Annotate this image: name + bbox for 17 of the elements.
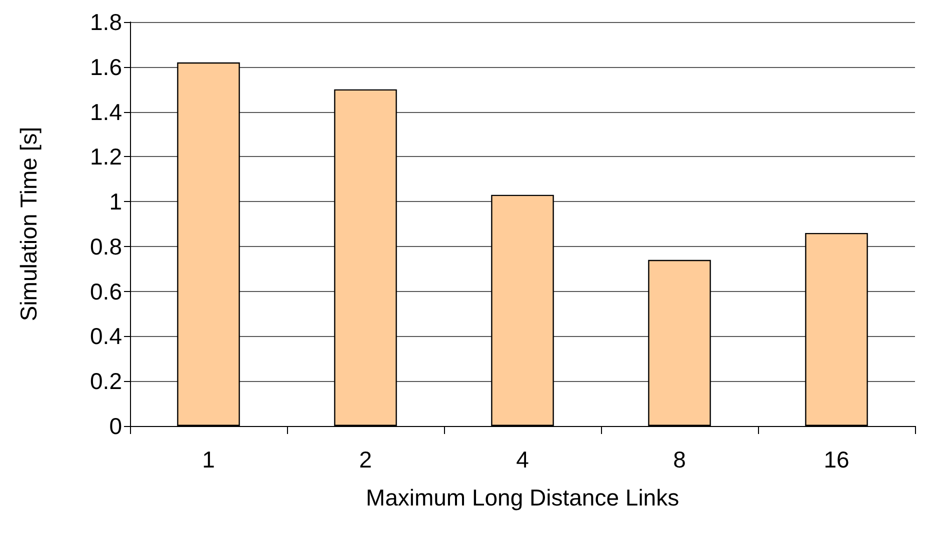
y-tick-label: 1.6 [90, 54, 122, 80]
x-tick-label: 2 [359, 446, 372, 472]
x-tick-label: 1 [202, 446, 215, 472]
y-tick-label: 0.6 [90, 278, 122, 304]
y-tick-label: 1.8 [90, 9, 122, 35]
y-tick-label: 0.8 [90, 233, 122, 260]
y-tick-label: 0 [109, 413, 122, 439]
y-axis-title: Simulation Time [s] [16, 126, 42, 322]
x-tick-label: 4 [516, 446, 530, 472]
x-tick-label: 16 [824, 446, 850, 472]
y-tick-label: 1.4 [90, 98, 122, 125]
y-tick-label: 1 [109, 188, 122, 215]
y-tick-label: 1.2 [90, 144, 122, 170]
x-tick-label: 8 [673, 446, 686, 472]
y-tick-label: 0.2 [90, 368, 122, 394]
x-axis-title: Maximum Long Distance Links [366, 484, 680, 510]
y-tick-label: 0.4 [90, 323, 122, 350]
